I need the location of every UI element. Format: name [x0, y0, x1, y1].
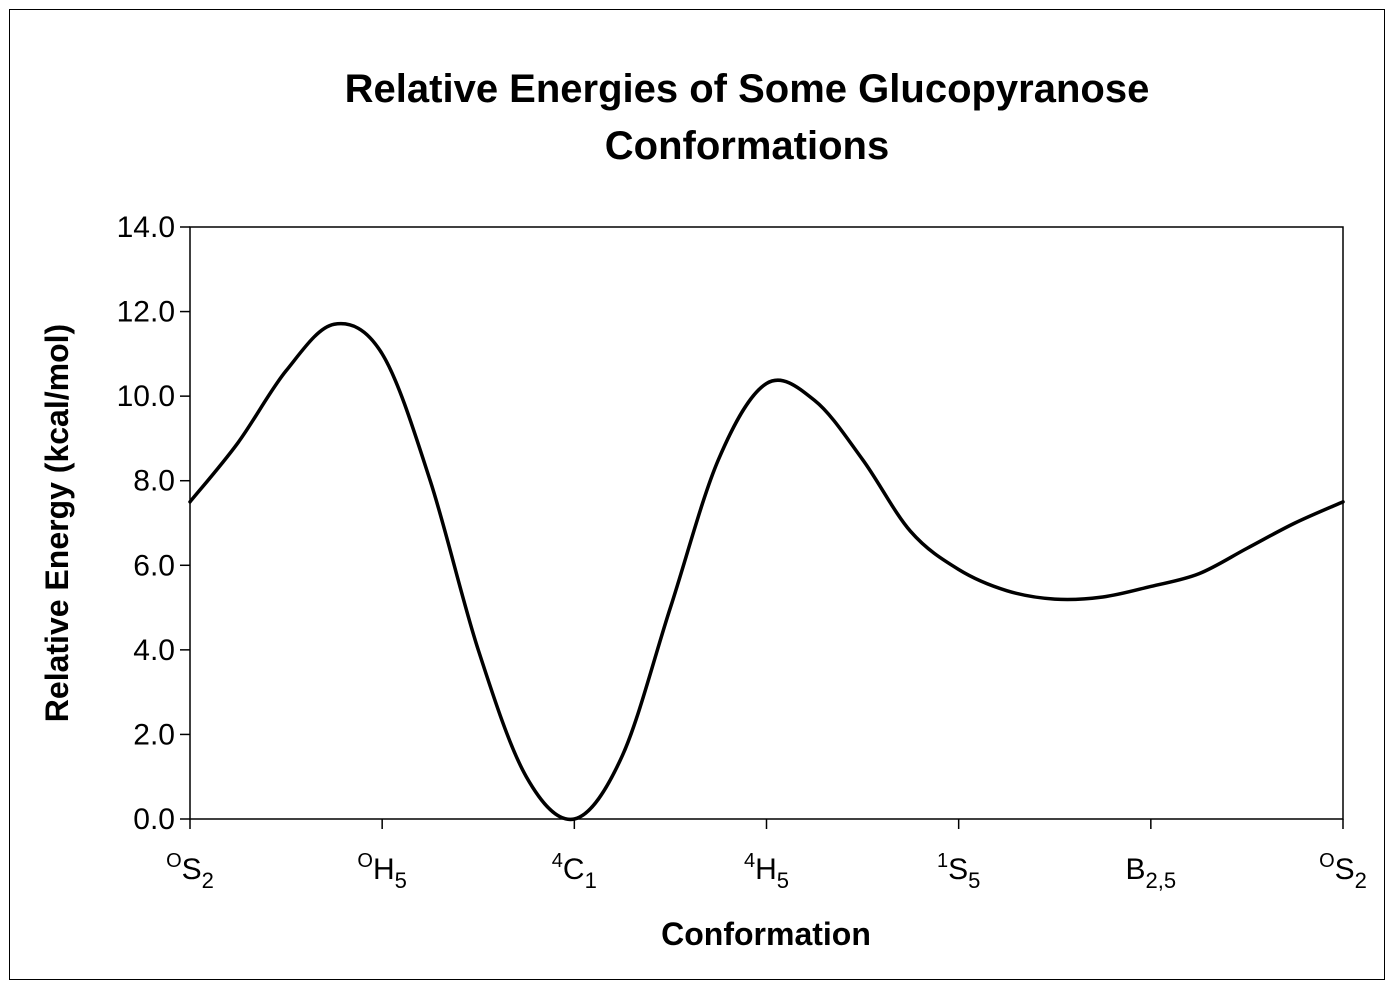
chart-title-line-2: Conformations	[605, 124, 889, 168]
series-line	[188, 321, 1345, 822]
y-tick-label: 12.0	[117, 296, 175, 329]
x-category-label: B2,5	[1126, 853, 1177, 893]
y-tick-label: 0.0	[133, 803, 175, 836]
y-axis: 0.0 2.0 4.0 6.0 8.0 10.0 12.0 14.0	[117, 211, 190, 836]
x-category-label: OS2	[166, 850, 214, 893]
y-tick-label: 4.0	[133, 634, 175, 667]
chart-title-line-1: Relative Energies of Some Glucopyranose	[345, 67, 1150, 111]
x-axis: OS2 OH5 4C1 4H5 1S5 B2,5 OS2	[166, 819, 1367, 893]
y-tick-label: 2.0	[133, 718, 175, 751]
y-axis-title: Relative Energy (kcal/mol)	[39, 324, 75, 722]
x-category-label: 1S5	[937, 850, 980, 893]
x-category-label: 4C1	[552, 850, 597, 893]
y-tick-label: 6.0	[133, 549, 175, 582]
x-axis-title: Conformation	[661, 916, 871, 952]
plot-area	[189, 226, 1344, 820]
x-category-label: 4H5	[744, 850, 789, 893]
x-category-label: OH5	[357, 850, 406, 893]
y-tick-label: 14.0	[117, 211, 175, 244]
y-tick-label: 10.0	[117, 380, 175, 413]
y-tick-label: 8.0	[133, 465, 175, 498]
x-category-label: OS2	[1319, 850, 1367, 893]
